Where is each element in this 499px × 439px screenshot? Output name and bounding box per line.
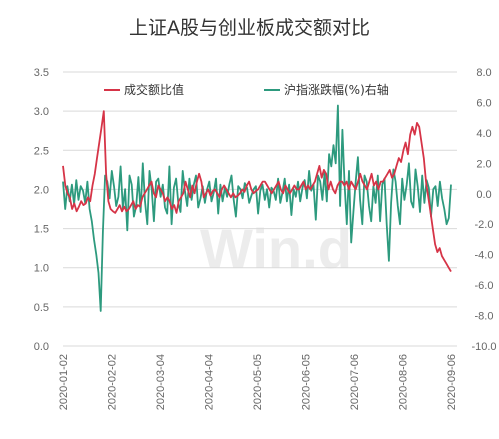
legend-label-ratio: 成交额比值 [124,82,184,97]
right-tick-label: 4.0 [476,128,491,140]
watermark: Win.d [200,217,352,280]
right-tick-label: -8.0 [475,311,494,323]
series-layer [62,104,452,312]
x-tick-label: 2020-07-06 [349,354,361,410]
x-tick-label: 2020-05-05 [252,354,264,410]
x-tick-label: 2020-04-04 [204,354,216,410]
x-tick-label: 2020-06-05 [301,354,313,410]
series-line-index [62,104,452,312]
legend-label-index: 沪指涨跌幅(%)右轴 [284,82,389,97]
x-axis-ticks: 2020-01-02 2020-02-02 2020-03-04 2020-04-04… [58,354,458,410]
left-tick-label: 1.0 [34,263,49,275]
series-line-ratio [62,110,452,273]
right-tick-label: -10.0 [471,341,496,353]
left-tick-label: 3.0 [34,106,49,118]
right-tick-label: -2.0 [475,219,494,231]
left-tick-label: 2.5 [34,145,49,157]
right-tick-label: 6.0 [476,97,491,109]
x-tick-label: 2020-03-04 [155,354,167,410]
left-tick-label: 3.5 [34,67,49,79]
right-tick-label: 0.0 [476,189,491,201]
left-axis-ticks: 0.0 0.5 1.0 1.5 2.0 2.5 3.0 3.5 [34,67,49,353]
x-tick-label: 2020-08-06 [398,354,410,410]
right-tick-label: -6.0 [475,280,494,292]
legend: 成交额比值 沪指涨跌幅(%)右轴 [104,82,389,97]
left-tick-label: 1.5 [34,224,49,236]
right-tick-label: -4.0 [475,250,494,262]
x-tick-label: 2020-09-06 [446,354,458,410]
right-tick-label: 2.0 [476,158,491,170]
x-tick-label: 2020-02-02 [107,354,119,410]
right-tick-label: 8.0 [476,67,491,79]
right-axis-ticks: -10.0 -8.0 -6.0 -4.0 -2.0 0.0 2.0 4.0 6.0 8.0 [471,67,496,353]
left-tick-label: 0.5 [34,302,49,314]
x-tick-label: 2020-01-02 [58,354,70,410]
chart-title: 上证A股与创业板成交额对比 [129,17,370,39]
left-tick-label: 2.0 [34,184,49,196]
left-tick-label: 0.0 [34,341,49,353]
